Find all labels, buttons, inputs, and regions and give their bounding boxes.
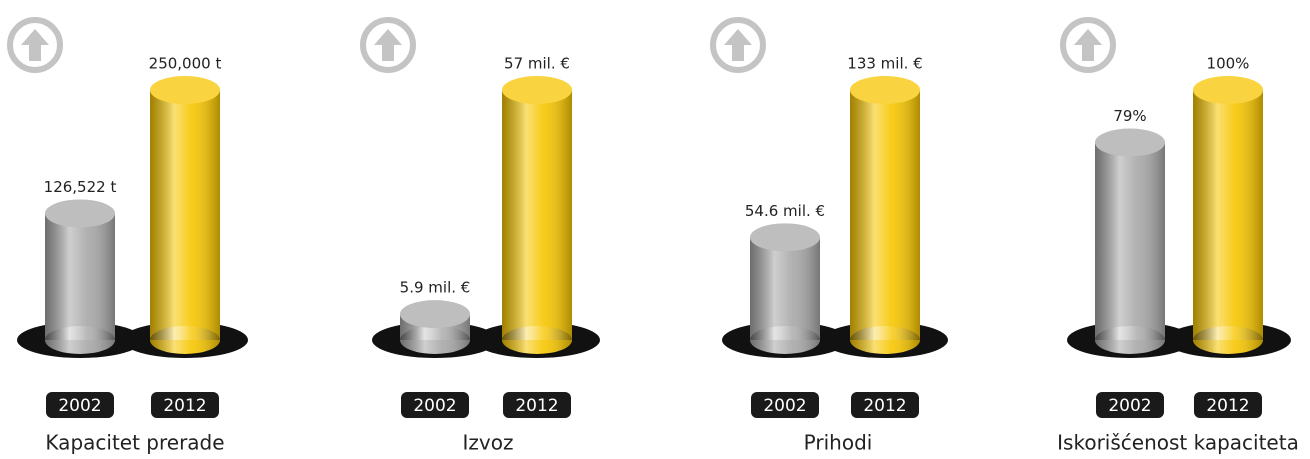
panel-title: Kapacitet prerade bbox=[45, 431, 224, 455]
cylinder bbox=[1193, 76, 1263, 354]
cylinder bbox=[750, 223, 820, 354]
cylinder bbox=[45, 199, 115, 354]
cylinder bbox=[1095, 128, 1165, 354]
icon bbox=[10, 20, 60, 70]
panel-title: Izvoz bbox=[463, 431, 514, 455]
year-badge bbox=[1194, 392, 1262, 418]
year-label: 2012 bbox=[515, 396, 558, 416]
icon bbox=[363, 20, 413, 70]
panel-title: Prihodi bbox=[804, 431, 873, 455]
year-badge bbox=[851, 392, 919, 418]
value-label: 250,000 t bbox=[149, 55, 222, 73]
cylinder bbox=[502, 76, 572, 354]
year-label: 2012 bbox=[863, 396, 906, 416]
value-label: 126,522 t bbox=[44, 178, 117, 196]
value-label: 57 mil. € bbox=[504, 55, 570, 73]
cylinder bbox=[850, 76, 920, 354]
year-badge bbox=[1096, 392, 1164, 418]
icon bbox=[713, 20, 763, 70]
value-label: 100% bbox=[1207, 55, 1250, 73]
value-label: 5.9 mil. € bbox=[400, 279, 471, 297]
year-badge bbox=[46, 392, 114, 418]
value-label: 79% bbox=[1113, 107, 1146, 125]
year-label: 2002 bbox=[413, 396, 456, 416]
panel-title: Iskorišćenost kapaciteta bbox=[1057, 431, 1299, 455]
year-badge bbox=[151, 392, 219, 418]
year-badge bbox=[503, 392, 571, 418]
year-label: 2002 bbox=[1108, 396, 1151, 416]
icon bbox=[1063, 20, 1113, 70]
year-badge bbox=[401, 392, 469, 418]
year-badge bbox=[751, 392, 819, 418]
cylinder bbox=[400, 300, 470, 354]
year-label: 2002 bbox=[763, 396, 806, 416]
value-label: 54.6 mil. € bbox=[745, 202, 825, 220]
year-label: 2012 bbox=[163, 396, 206, 416]
year-label: 2002 bbox=[58, 396, 101, 416]
year-label: 2012 bbox=[1206, 396, 1249, 416]
value-label: 133 mil. € bbox=[847, 55, 922, 73]
cylinder bbox=[150, 76, 220, 354]
